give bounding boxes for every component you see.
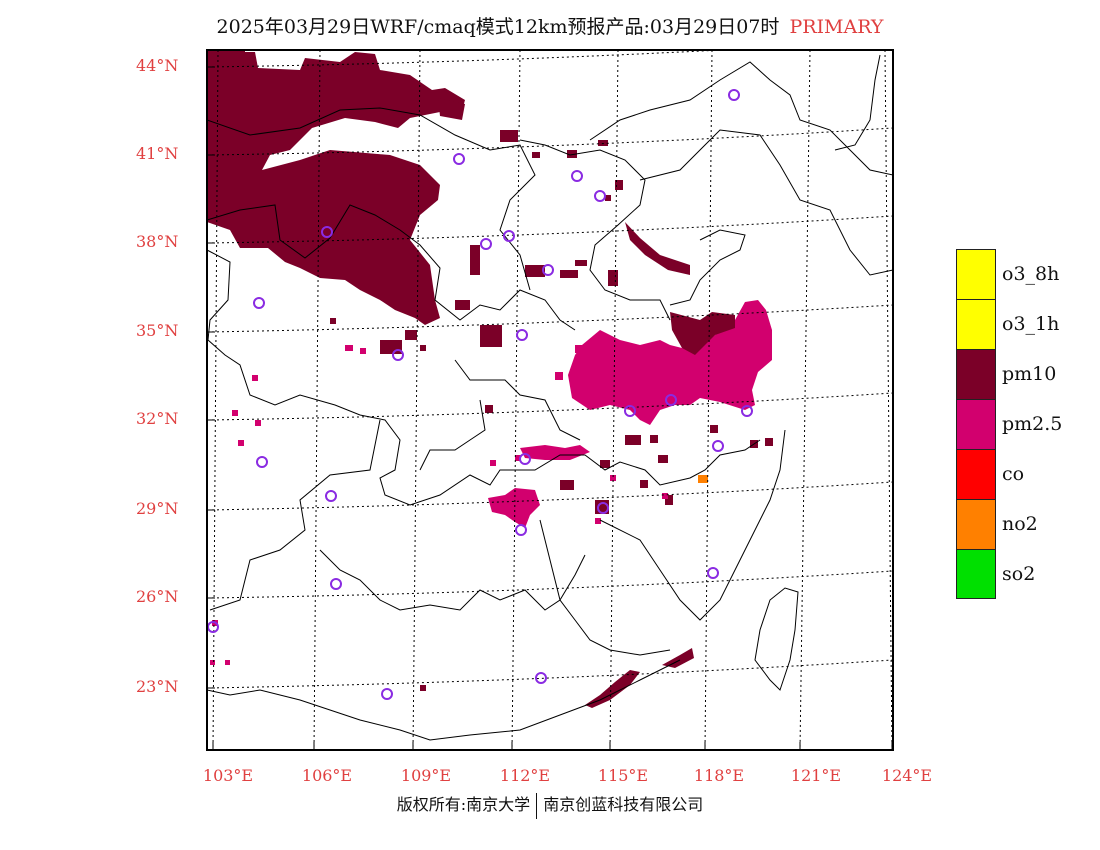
- pm10-patch-south-coast: [585, 670, 640, 708]
- graticule: [207, 50, 893, 750]
- legend-swatch-no2: [956, 499, 996, 549]
- title-main: 2025年03月29日WRF/cmaq模式12km预报产品:03月29日07时: [216, 16, 780, 38]
- legend-swatch-o3-8h: [956, 249, 996, 299]
- lon-label-121: 121°E: [790, 766, 842, 785]
- lon-label-103: 103°E: [202, 766, 254, 785]
- legend-label-pm10: pm10: [1002, 363, 1057, 385]
- pm25-patch-central-2: [520, 445, 590, 460]
- pm10-patch-top: [438, 98, 465, 120]
- orange-speck: [698, 475, 708, 483]
- lat-label-29: 29°N: [136, 499, 179, 518]
- lat-label-32: 32°N: [136, 409, 179, 428]
- legend-swatch-so2: [956, 549, 996, 599]
- lon-label-124: 124°E: [881, 766, 933, 785]
- lat-label-38: 38°N: [136, 232, 179, 251]
- boundary-lines: [207, 54, 893, 741]
- lon-label-109: 109°E: [400, 766, 452, 785]
- pm10-region-northwest: [207, 52, 465, 325]
- lon-label-106: 106°E: [301, 766, 353, 785]
- lon-label-112: 112°E: [499, 766, 551, 785]
- footer-left: 版权所有:南京大学: [396, 795, 531, 814]
- legend-label-no2: no2: [1002, 513, 1038, 535]
- lat-label-44: 44°N: [136, 56, 179, 75]
- pm25-region-east: [568, 300, 772, 425]
- legend-swatch-o3-1h: [956, 299, 996, 349]
- legend-label-o3-1h: o3_1h: [1002, 313, 1060, 335]
- legend-swatch-co: [956, 449, 996, 499]
- map-frame: [206, 49, 894, 751]
- legend-swatch-pm10: [956, 349, 996, 399]
- tick-marks: [207, 66, 893, 750]
- lon-label-115: 115°E: [597, 766, 649, 785]
- legend-label-co: co: [1002, 463, 1025, 485]
- pm10-patch-south-coast-2: [662, 648, 694, 668]
- lat-label-35: 35°N: [136, 321, 179, 340]
- pm25-patch-central: [488, 488, 540, 528]
- legend-label-o3-8h: o3_8h: [1002, 263, 1060, 285]
- lat-label-26: 26°N: [136, 587, 179, 606]
- pm25-specks: [210, 345, 668, 665]
- lat-label-23: 23°N: [136, 677, 179, 696]
- legend-label-so2: so2: [1002, 563, 1036, 585]
- pm10-region-top-left: [207, 50, 245, 72]
- title-tag: PRIMARY: [789, 16, 884, 38]
- footer-right: 南京创蓝科技有限公司: [543, 795, 704, 814]
- lat-label-41: 41°N: [136, 144, 179, 163]
- station-markers: [207, 89, 753, 700]
- pm10-patch-east: [670, 312, 735, 355]
- map-title: 2025年03月29日WRF/cmaq模式12km预报产品:03月29日07时 P…: [0, 12, 1100, 39]
- lon-label-118: 118°E: [693, 766, 745, 785]
- legend-label-pm25: pm2.5: [1002, 413, 1063, 435]
- pm10-patch-bohai: [625, 222, 690, 275]
- footer-separator: [536, 792, 538, 819]
- legend-swatch-pm25: [956, 399, 996, 449]
- copyright-footer: 版权所有:南京大学 南京创蓝科技有限公司: [0, 791, 1100, 819]
